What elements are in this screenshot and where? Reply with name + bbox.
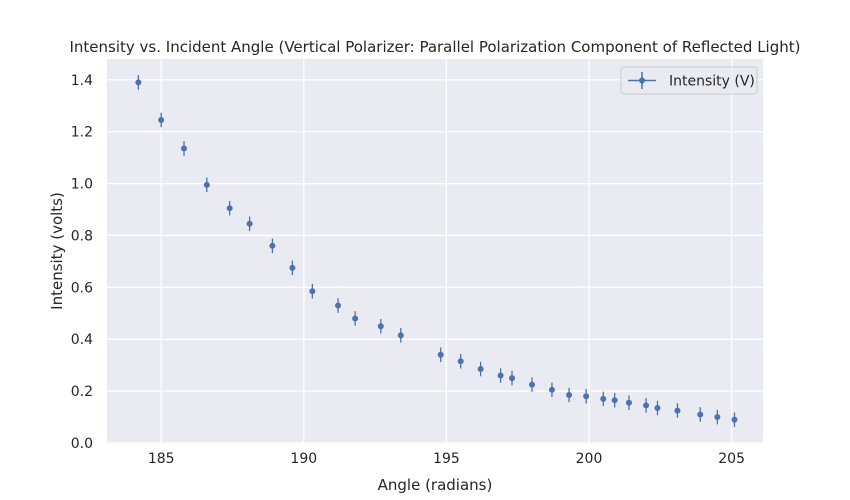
data-point: [509, 370, 516, 386]
data-marker: [397, 332, 404, 339]
data-point: [181, 141, 188, 156]
data-point: [566, 387, 573, 403]
chart-title: Intensity vs. Incident Angle (Vertical P…: [69, 38, 800, 56]
data-point: [269, 238, 276, 254]
x-tick-label: 190: [290, 451, 317, 467]
data-point: [289, 260, 296, 276]
legend-box: [620, 66, 758, 95]
data-marker: [158, 116, 165, 123]
data-marker: [674, 407, 681, 414]
y-tick-label: 0.6: [71, 280, 93, 296]
data-marker: [226, 205, 233, 212]
y-tick-label: 1.4: [71, 73, 93, 89]
data-marker: [309, 288, 316, 295]
x-tick-label: 200: [576, 451, 603, 467]
data-marker: [269, 242, 276, 249]
y-tick-label: 0.4: [71, 332, 93, 348]
y-tick-label: 1.0: [71, 177, 93, 193]
x-axis-label: Angle (radians): [378, 476, 493, 494]
data-point: [548, 382, 555, 398]
data-point: [158, 112, 165, 128]
data-marker: [714, 414, 721, 421]
y-tick-label: 0.8: [71, 228, 93, 244]
data-marker: [246, 220, 253, 227]
x-tick-labels: 185 190 195 200 205: [148, 451, 745, 467]
x-tick-label: 195: [433, 451, 460, 467]
data-point: [457, 354, 464, 369]
data-point: [654, 400, 661, 416]
data-marker: [600, 395, 607, 402]
data-marker: [566, 392, 573, 398]
data-point: [335, 298, 342, 313]
y-tick-label: 1.2: [71, 125, 93, 141]
data-point: [497, 368, 504, 383]
data-marker: [457, 358, 464, 365]
data-marker: [625, 399, 632, 406]
data-marker: [528, 381, 535, 388]
data-marker: [289, 264, 296, 271]
legend-marker-dot: [639, 77, 645, 84]
data-point: [600, 391, 607, 407]
data-marker: [548, 386, 555, 393]
data-marker: [611, 397, 618, 404]
data-marker: [654, 404, 661, 411]
data-marker: [203, 181, 210, 188]
data-marker: [643, 402, 650, 409]
data-marker: [731, 416, 738, 423]
plot-area: [107, 59, 763, 443]
data-point: [625, 395, 632, 411]
data-point: [397, 328, 404, 343]
data-point: [643, 398, 650, 413]
data-point: [731, 412, 738, 427]
y-tick-label: 0.2: [71, 384, 93, 400]
y-tick-label: 0.0: [71, 436, 93, 452]
x-tick-label: 205: [718, 451, 745, 467]
y-tick-labels: 0.0 0.2 0.4 0.6 0.8 1.0 1.2 1.4: [71, 73, 93, 452]
data-marker: [583, 393, 590, 400]
data-marker: [377, 323, 384, 330]
data-marker: [352, 315, 359, 322]
legend-label: Intensity (V): [669, 74, 755, 90]
x-tick-label: 185: [148, 451, 175, 467]
data-point: [309, 283, 316, 299]
data-point: [437, 347, 444, 363]
data-marker: [181, 145, 188, 152]
data-point: [528, 377, 535, 392]
data-point: [477, 361, 484, 377]
y-axis-label: Intensity (volts): [48, 192, 66, 310]
data-point: [246, 216, 253, 232]
data-marker: [335, 302, 342, 309]
data-marker: [437, 351, 444, 358]
data-marker: [135, 79, 142, 86]
data-marker: [697, 411, 704, 418]
data-marker: [497, 372, 504, 379]
data-point: [583, 389, 590, 404]
data-point: [352, 311, 359, 326]
data-marker: [509, 375, 516, 382]
data-point: [714, 409, 721, 425]
data-marker: [477, 366, 484, 373]
data-point: [611, 392, 618, 408]
legend: Intensity (V): [620, 66, 758, 95]
data-point: [674, 403, 681, 418]
data-point: [226, 200, 233, 216]
data-point: [377, 318, 384, 334]
data-point: [135, 75, 142, 90]
data-point: [203, 177, 210, 193]
data-point: [697, 407, 704, 422]
data-marks: [135, 75, 738, 427]
